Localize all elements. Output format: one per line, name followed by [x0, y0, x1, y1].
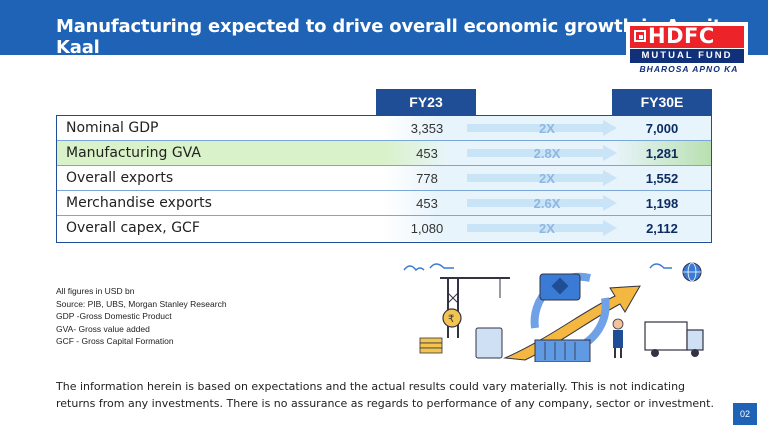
footnote-line: GCF - Gross Capital Formation [56, 336, 174, 347]
cloud-icon [429, 263, 454, 269]
fy23-value: 1,080 [410, 221, 444, 236]
fy30e-value: 2,112 [646, 221, 678, 236]
row-label: Merchandise exports [66, 195, 212, 211]
disclaimer-text: The information herein is based on expec… [56, 380, 714, 410]
svg-text:₹: ₹ [448, 314, 454, 325]
data-table: Nominal GDP 3,353 2X 7,000 Manufacturing… [56, 115, 712, 243]
page-title: Manufacturing expected to drive overall … [56, 16, 722, 58]
growth-multiple: 2.8X [533, 146, 561, 161]
truck-icon [644, 321, 704, 357]
footnotes: All figures in USD bn Source: PIB, UBS, … [56, 285, 227, 348]
row-label: Nominal GDP [66, 120, 159, 136]
footnote-line: All figures in USD bn [56, 286, 135, 296]
logo-square-icon [634, 30, 646, 42]
footnote-line: GDP -Gross Domestic Product [56, 311, 172, 322]
footnote-line: Source: PIB, UBS, Morgan Stanley Researc… [56, 298, 227, 309]
coin-stack-icon [419, 337, 443, 354]
fy30e-value: 1,552 [645, 171, 679, 186]
fy30e-value: 7,000 [645, 121, 679, 136]
growth-multiple: 2X [539, 121, 555, 136]
fy23-value: 3,353 [410, 121, 444, 136]
arrow-icon [467, 120, 617, 136]
fy30e-value: 1,281 [645, 146, 679, 161]
growth-multiple: 2.6X [533, 196, 561, 211]
banknote-icon [539, 273, 581, 301]
row-label: Manufacturing GVA [66, 145, 201, 161]
fy23-value: 453 [416, 146, 438, 161]
logo-red-band [630, 26, 744, 48]
row-label: Overall exports [66, 170, 174, 186]
logo-text: HDFC [648, 24, 715, 48]
arrow-icon [467, 195, 617, 211]
worker-icon [612, 318, 624, 358]
column-header-fy23: FY23 [376, 89, 476, 115]
table-row: Overall exports 778 2X 1,552 [57, 166, 711, 191]
row-label: Overall capex, GCF [66, 220, 200, 236]
fy23-value: 453 [416, 196, 438, 211]
growth-multiple: 2X [539, 171, 555, 186]
table-row: Manufacturing GVA 453 2.8X 1,281 [57, 141, 711, 166]
shipping-container-icon [534, 339, 591, 362]
logo-subtext: MUTUAL FUND [630, 49, 744, 63]
arrow-icon [467, 145, 617, 161]
page-number: 02 [733, 403, 757, 425]
arrow-icon [467, 220, 617, 236]
growth-illustration: ₹ [403, 262, 704, 362]
table-row: Nominal GDP 3,353 2X 7,000 [57, 116, 711, 141]
cloud-icon [649, 263, 672, 269]
fy23-value: 778 [416, 171, 438, 186]
column-header-fy30e: FY30E [612, 89, 712, 115]
fy30e-value: 1,198 [645, 196, 679, 211]
table-row: Overall capex, GCF 1,080 2X 2,112 [57, 216, 711, 241]
footnote-line: GVA- Gross value added [56, 323, 150, 334]
arrow-icon [467, 170, 617, 186]
calculator-icon [475, 327, 503, 359]
crane-icon [440, 277, 510, 338]
table-row: Merchandise exports 453 2.6X 1,198 [57, 191, 711, 216]
cloud-icon [403, 265, 425, 272]
globe-icon [682, 262, 702, 282]
rupee-coin-icon [442, 308, 462, 328]
logo-tagline: BHAROSA APNO KA [639, 64, 739, 74]
growth-multiple: 2X [539, 221, 555, 236]
